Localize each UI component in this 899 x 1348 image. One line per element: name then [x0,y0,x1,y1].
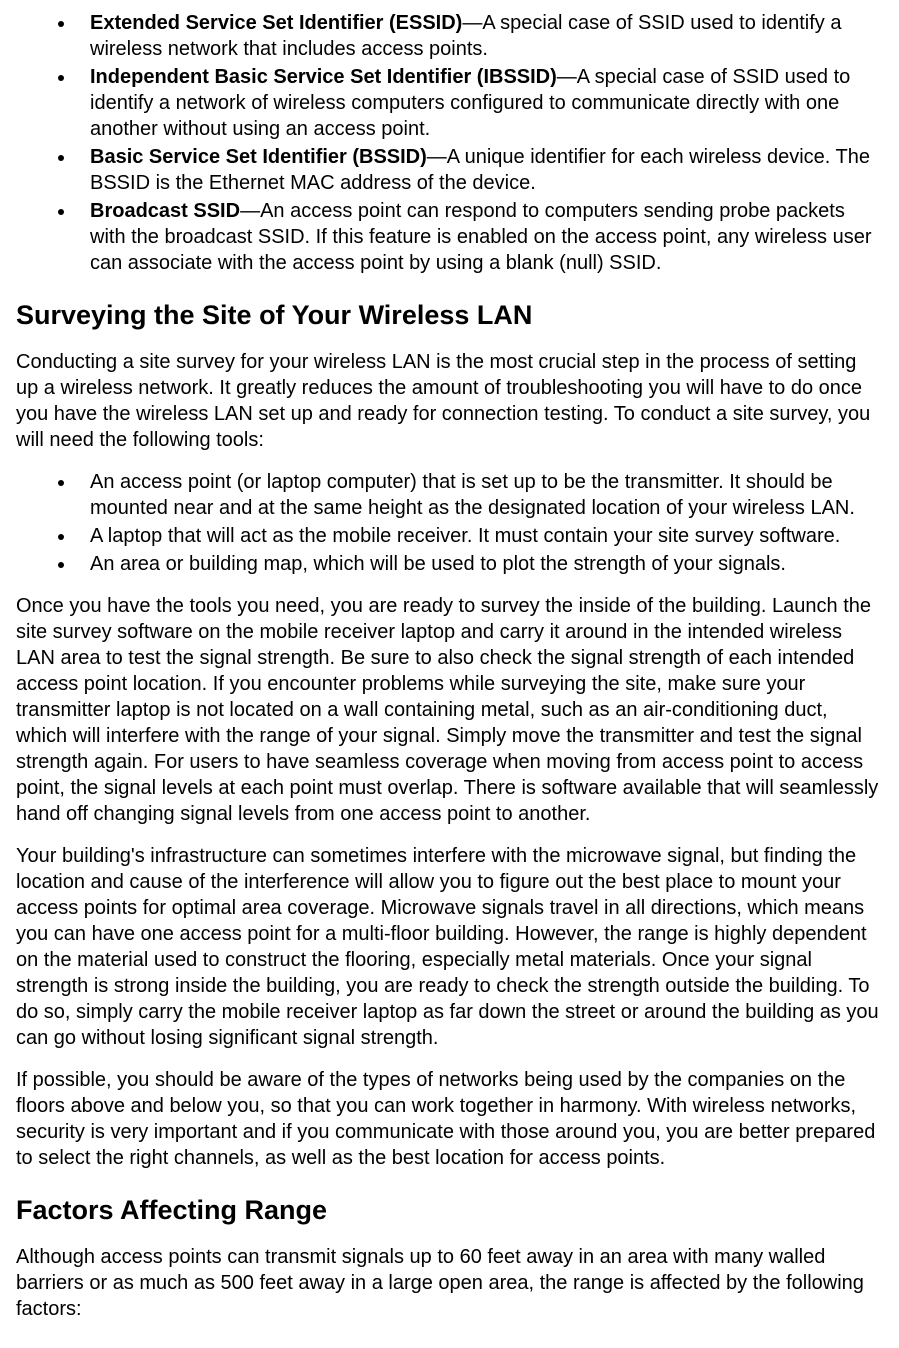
paragraph-survey-3: If possible, you should be aware of the … [16,1067,883,1171]
list-item: Broadcast SSID—An access point can respo… [76,198,883,276]
term: Basic Service Set Identifier (BSSID) [90,146,427,168]
list-item: Independent Basic Service Set Identifier… [76,64,883,142]
paragraph-survey-1: Once you have the tools you need, you ar… [16,593,883,827]
term: Extended Service Set Identifier (ESSID) [90,12,462,34]
ssid-types-list: Extended Service Set Identifier (ESSID)—… [16,10,883,276]
paragraph-survey-2: Your building's infrastructure can somet… [16,843,883,1051]
heading-surveying: Surveying the Site of Your Wireless LAN [16,298,883,333]
list-item: A laptop that will act as the mobile rec… [76,523,883,549]
list-item: Extended Service Set Identifier (ESSID)—… [76,10,883,62]
tools-list: An access point (or laptop computer) tha… [16,469,883,577]
term: Independent Basic Service Set Identifier… [90,66,557,88]
paragraph-factors-intro: Although access points can transmit sign… [16,1244,883,1322]
paragraph-survey-intro: Conducting a site survey for your wirele… [16,349,883,453]
list-item: Basic Service Set Identifier (BSSID)—A u… [76,144,883,196]
list-item: An access point (or laptop computer) tha… [76,469,883,521]
heading-factors: Factors Affecting Range [16,1193,883,1228]
list-item: An area or building map, which will be u… [76,551,883,577]
term: Broadcast SSID [90,200,240,222]
